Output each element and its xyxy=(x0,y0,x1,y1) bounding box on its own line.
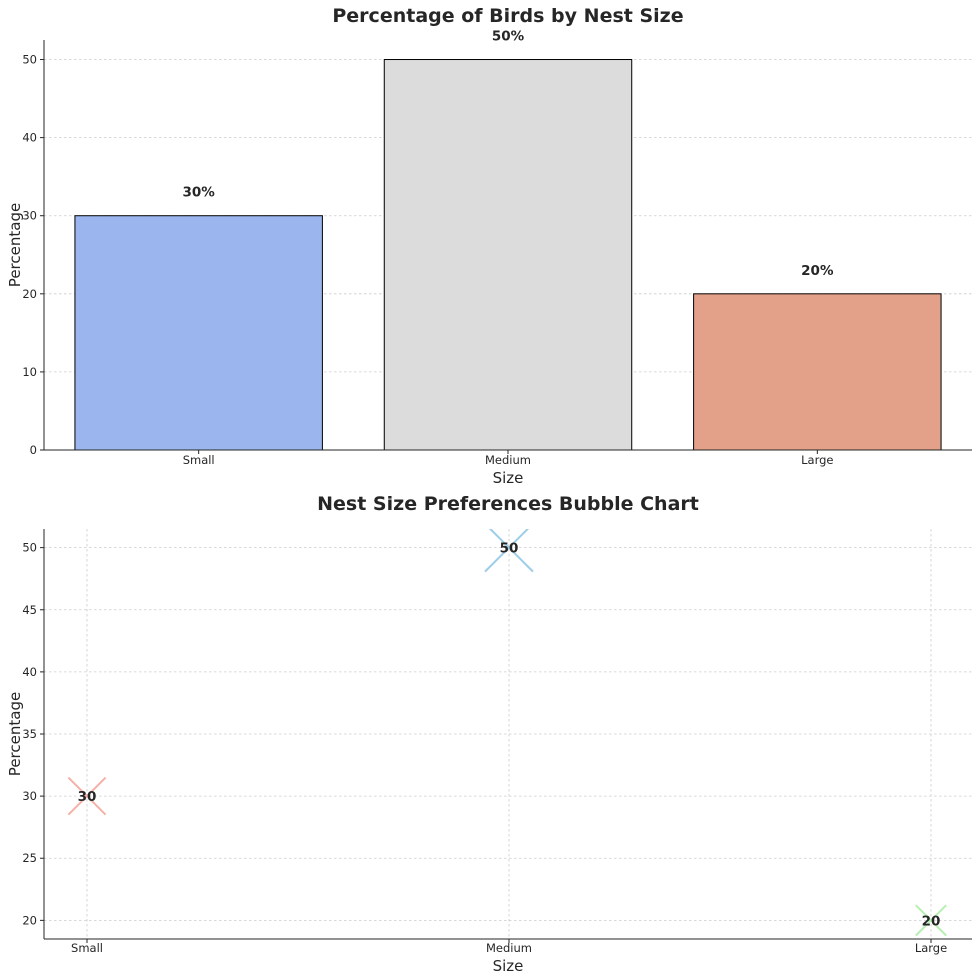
point-data-label: 30 xyxy=(78,789,97,805)
y-tick-label: 50 xyxy=(22,541,37,555)
y-tick-label: 30 xyxy=(22,789,37,803)
marker-medium xyxy=(484,529,534,573)
chart-title: Percentage of Birds by Nest Size xyxy=(332,5,683,27)
bar-data-label: 20% xyxy=(801,263,834,279)
y-tick-label: 45 xyxy=(22,603,37,617)
y-tick-label: 40 xyxy=(22,665,37,679)
bar-large xyxy=(693,293,942,451)
bubble-chart: 30 Small 50 Medium 20 Large 20 25 30 35 40 45 50 Nest… xyxy=(6,493,972,975)
x-axis-label: Size xyxy=(493,957,524,975)
x-tick-label: Large xyxy=(801,453,833,467)
point-data-label: 20 xyxy=(922,913,941,929)
chart-title: Nest Size Preferences Bubble Chart xyxy=(317,493,699,515)
marker-large xyxy=(915,904,947,937)
y-tick-label: 25 xyxy=(22,851,37,865)
marker-small xyxy=(67,776,107,816)
x-tick-label: Small xyxy=(71,941,103,955)
x-tick-label: Small xyxy=(183,453,215,467)
y-tick-label: 30 xyxy=(22,209,37,223)
y-tick-label: 50 xyxy=(22,53,37,67)
x-axis-label: Size xyxy=(493,469,524,487)
bar-data-label: 50% xyxy=(492,29,525,45)
y-tick-label: 40 xyxy=(22,131,37,145)
y-axis-label: Percentage xyxy=(6,203,24,287)
x-tick-label: Medium xyxy=(486,941,532,955)
point-data-label: 50 xyxy=(500,541,519,557)
x-tick-label: Large xyxy=(915,941,947,955)
y-tick-label: 35 xyxy=(22,727,37,741)
bar-medium xyxy=(383,59,633,451)
bar-small xyxy=(74,215,323,451)
bar-chart: 30% Small 50% Medium 20% Large 0 10 20 30 40 50 Perc… xyxy=(6,5,972,487)
y-axis-label: Percentage xyxy=(6,692,24,776)
y-tick-label: 10 xyxy=(22,365,37,379)
y-tick-label: 20 xyxy=(22,913,37,927)
y-tick-label: 0 xyxy=(30,443,37,457)
x-tick-label: Medium xyxy=(485,453,531,467)
bar-data-label: 30% xyxy=(183,185,216,201)
y-tick-label: 20 xyxy=(22,287,37,301)
markers-group xyxy=(67,529,947,937)
